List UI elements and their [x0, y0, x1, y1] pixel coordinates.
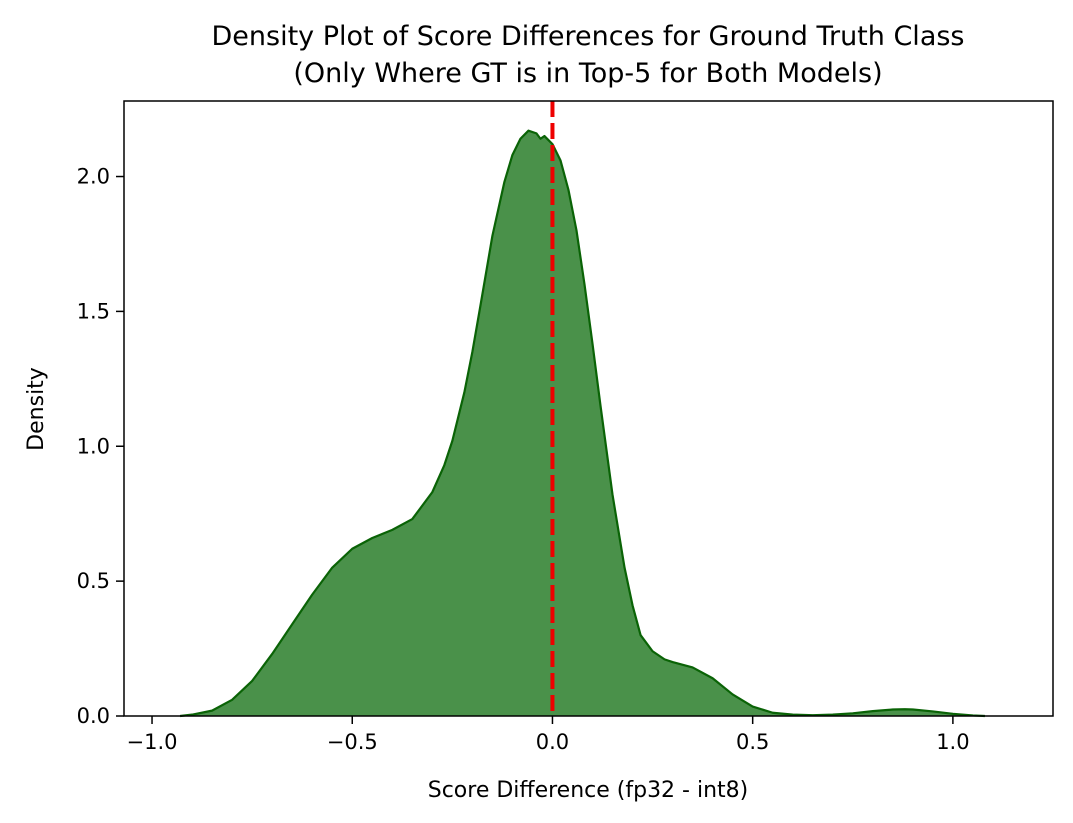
y-tick-label: 1.0	[77, 434, 110, 458]
chart-title: Density Plot of Score Differences for Gr…	[211, 21, 964, 52]
y-tick-label: 0.0	[77, 704, 110, 728]
x-axis-ticks: −1.0 −0.5 0.0 0.5 1.0	[127, 716, 970, 754]
chart-subtitle: (Only Where GT is in Top-5 for Both Mode…	[293, 58, 882, 89]
x-tick-label: 0.0	[536, 730, 569, 754]
plot-frame	[123, 100, 1054, 717]
x-tick-label: 1.0	[936, 730, 969, 754]
plot-area	[179, 101, 985, 718]
y-tick-label: 0.5	[77, 569, 110, 593]
x-tick-label: −1.0	[127, 730, 178, 754]
y-tick-label: 2.0	[77, 165, 110, 189]
y-tick-label: 1.5	[77, 299, 110, 323]
x-tick-label: −0.5	[327, 730, 378, 754]
y-axis-label: Density	[24, 367, 49, 451]
x-tick-label: 0.5	[736, 730, 769, 754]
density-curve-0	[179, 129, 985, 718]
y-axis-ticks: 0.0 0.5 1.0 1.5 2.0	[77, 165, 124, 728]
density-area-0	[180, 130, 985, 717]
x-axis-label: Score Difference (fp32 - int8)	[428, 778, 749, 803]
